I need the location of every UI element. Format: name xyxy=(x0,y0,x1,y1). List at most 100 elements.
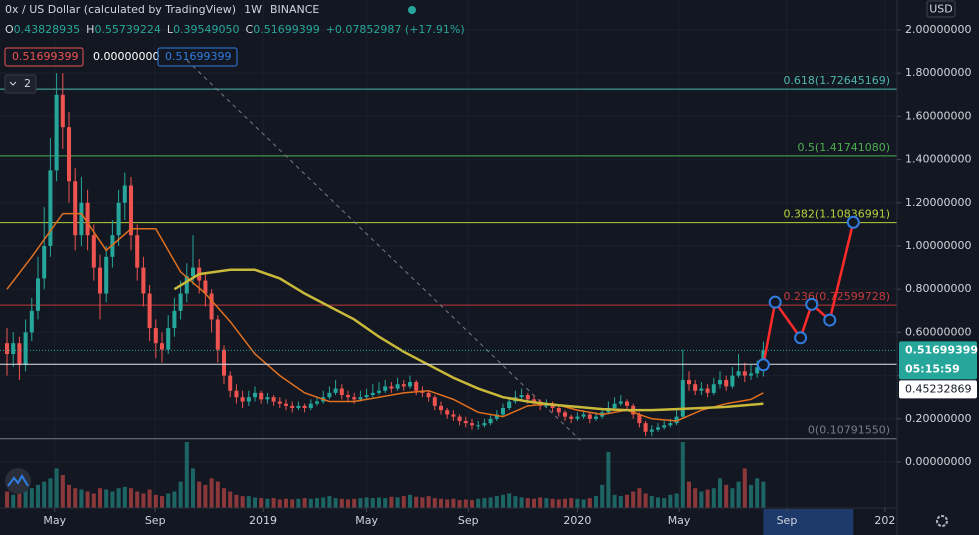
ohlc-letter: C xyxy=(246,23,254,36)
candle-body xyxy=(128,185,134,236)
ohlc-letter: L xyxy=(167,23,174,36)
projection-point xyxy=(823,313,837,327)
candle-body xyxy=(742,371,747,376)
volume-bar xyxy=(321,497,326,508)
volume-bar xyxy=(587,498,592,508)
y-tick-label: 2.00000000 xyxy=(905,23,971,36)
candle-body xyxy=(190,267,196,277)
volume-bar xyxy=(445,499,450,508)
candle-body xyxy=(637,414,642,424)
candle-body xyxy=(178,293,183,311)
volume-bar xyxy=(197,481,202,508)
x-tick-label: May xyxy=(668,514,691,527)
volume-bar xyxy=(48,478,53,508)
volume-bar xyxy=(531,498,537,508)
box-buy[interactable] xyxy=(157,47,238,67)
volume-bar xyxy=(550,498,555,508)
candle-body xyxy=(73,181,78,236)
candle-body xyxy=(457,416,462,421)
candle-body xyxy=(488,418,493,424)
candle-body xyxy=(290,405,295,408)
candle-body xyxy=(618,401,623,404)
candle-body xyxy=(445,410,450,415)
volume-bar xyxy=(345,499,351,508)
volume-bar xyxy=(153,494,158,508)
volume-bar xyxy=(159,496,165,508)
candle-body xyxy=(345,395,351,398)
volume-pane xyxy=(4,442,766,508)
volume-bar xyxy=(643,493,648,508)
candle-body xyxy=(66,127,72,182)
candle-body xyxy=(649,429,654,432)
volume-bar xyxy=(680,442,685,508)
volume-bar xyxy=(482,498,487,508)
candle-body xyxy=(29,310,34,333)
symbol: 0x / US Dollar (calculated by TradingVie… xyxy=(5,3,236,16)
candle-body xyxy=(48,170,53,246)
fib-label: 0.382(1.10836991) xyxy=(783,208,890,221)
volume-bar xyxy=(693,488,698,508)
x-tick-label: Sep xyxy=(777,514,798,527)
volume-bar xyxy=(91,493,96,508)
volume-bar xyxy=(97,488,103,508)
volume-bar xyxy=(699,491,704,508)
volume-bar xyxy=(141,493,146,508)
candle-body xyxy=(693,384,698,391)
y-tick-label: 1.80000000 xyxy=(905,66,971,79)
ohlc-line: O0.43828935 H0.55739224 L0.39549050 C0.5169… xyxy=(5,23,465,36)
volume-bar xyxy=(451,498,456,508)
volume-bar xyxy=(17,493,22,508)
box-sell[interactable] xyxy=(4,47,84,67)
candle-body xyxy=(283,403,289,406)
volume-bar xyxy=(717,478,723,508)
volume-bar xyxy=(370,498,375,508)
candle-body xyxy=(110,235,115,257)
box-sell-value: 0.51699399 xyxy=(12,50,78,63)
candle-body xyxy=(159,343,165,350)
candle-body xyxy=(414,382,419,391)
candle-body xyxy=(748,373,754,376)
volume-bar xyxy=(308,498,313,508)
volume-bar xyxy=(637,488,642,508)
y-tick-label: 1.20000000 xyxy=(905,196,971,209)
last-price-label: 0.51699399 xyxy=(905,343,978,356)
fib-label: 0.618(1.72645169) xyxy=(783,74,890,87)
candle-body xyxy=(370,392,375,396)
volume-bar xyxy=(11,494,16,508)
candle-body xyxy=(4,343,10,354)
volume-bar xyxy=(252,497,258,508)
candle-body xyxy=(395,384,400,389)
volume-bar xyxy=(66,484,72,508)
volume-bar xyxy=(23,489,28,508)
volume-bar xyxy=(215,481,220,508)
candle-body xyxy=(296,405,301,408)
volume-bar xyxy=(110,491,115,508)
fib-label: 0(0.10791550) xyxy=(808,424,890,437)
volume-bar xyxy=(166,493,171,508)
volume-bar xyxy=(104,489,109,508)
volume-bar xyxy=(606,451,611,508)
volume-bar xyxy=(209,478,214,508)
volume-bar xyxy=(686,481,692,508)
candle-body xyxy=(327,392,332,398)
ohlc-value: 0.55739224 xyxy=(94,23,160,36)
collapse-button[interactable] xyxy=(4,74,37,94)
volume-bar xyxy=(240,496,245,508)
last-price-box xyxy=(899,341,977,380)
volume-bar xyxy=(302,498,307,508)
candle-body xyxy=(612,403,617,408)
candle-body xyxy=(104,256,109,294)
volume-bar xyxy=(203,484,208,508)
candle-body xyxy=(556,408,561,413)
volume-bar xyxy=(277,499,282,508)
volume-bar xyxy=(538,497,543,508)
currency-box[interactable] xyxy=(926,0,956,18)
volume-bar xyxy=(736,481,741,508)
volume-bar xyxy=(414,496,419,508)
volume-bar xyxy=(190,468,196,508)
candle-body xyxy=(308,403,313,408)
candle-body xyxy=(699,388,704,391)
ohlc-value: 0.39549050 xyxy=(173,23,239,36)
candle-body xyxy=(54,94,59,171)
settings-icon[interactable] xyxy=(936,515,948,527)
